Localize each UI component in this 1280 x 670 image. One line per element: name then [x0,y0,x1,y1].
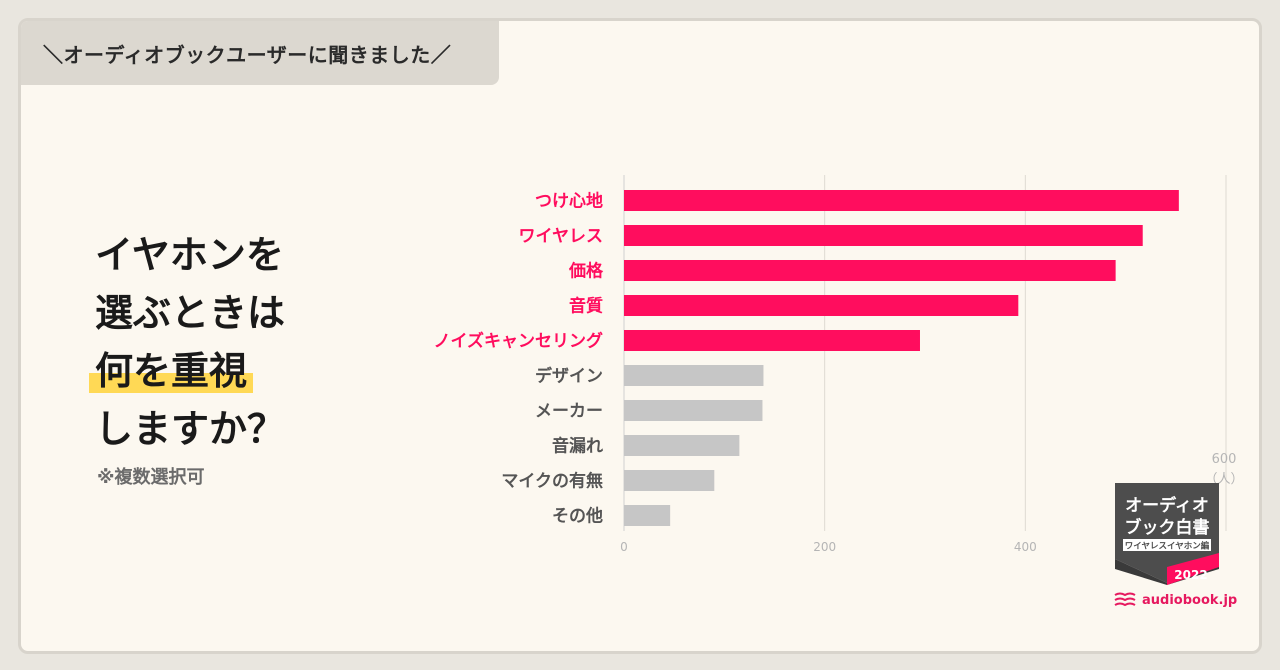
bar [624,225,1143,246]
badge-subtitle-bg [1123,539,1211,551]
badge-subtitle: ワイヤレスイヤホン編 [1125,541,1210,552]
brand-logo: audiobook.jp [1114,592,1237,608]
bar [624,330,920,351]
category-label: 音漏れ [552,436,603,457]
category-label: 音質 [569,296,603,317]
badge-title-line-2: ブック白書 [1125,517,1210,538]
x-max-tick-label: 600 [1212,452,1237,467]
brand-name: audiobook.jp [1142,592,1238,608]
category-label: つけ心地 [535,191,603,212]
category-label: ワイヤレス [519,227,604,247]
bar [624,505,671,526]
bar [624,190,1179,211]
x-tick-label: 200 [813,540,836,554]
x-tick-label: 0 [620,540,628,554]
category-label: マイクの有無 [501,471,603,492]
question-heading: イヤホンを 選ぶときは 何を重視 しますか？ [89,226,286,458]
badge-ribbon [1167,553,1219,585]
audiobook-logo-icon [1114,592,1136,607]
multiple-choice-note: ※複数選択可 [97,467,205,488]
question-line-4: しますか？ [95,407,286,451]
bar [624,295,1019,316]
bar [624,400,763,421]
category-label: デザイン [535,366,603,387]
question-line-2: 選ぶときは [95,291,286,335]
category-label: ノイズキャンセリング [434,331,604,352]
bar [624,260,1116,281]
bar [624,470,715,491]
question-line-1: イヤホンを [95,233,284,277]
category-label: その他 [552,506,603,527]
badge-title-line-1: オーディオ [1125,495,1209,516]
audiobook-whitepaper-badge: オーディオ ブック白書 ワイヤレスイヤホン編 2022 [1115,483,1219,585]
bar [624,365,764,386]
infographic-card: ＼オーディオブックユーザーに聞きました／ イヤホンを 選ぶときは 何を重視 しま… [18,18,1262,654]
x-tick-label: 400 [1014,540,1037,554]
category-label: 価格 [568,261,604,282]
bar [624,435,740,456]
badge-shape [1115,483,1219,583]
question-line-3-highlight: 何を重視 [89,349,254,393]
badge-year: 2022 [1174,568,1207,582]
category-label: メーカー [535,402,603,422]
survey-header: ＼オーディオブックユーザーに聞きました／ [21,21,499,85]
